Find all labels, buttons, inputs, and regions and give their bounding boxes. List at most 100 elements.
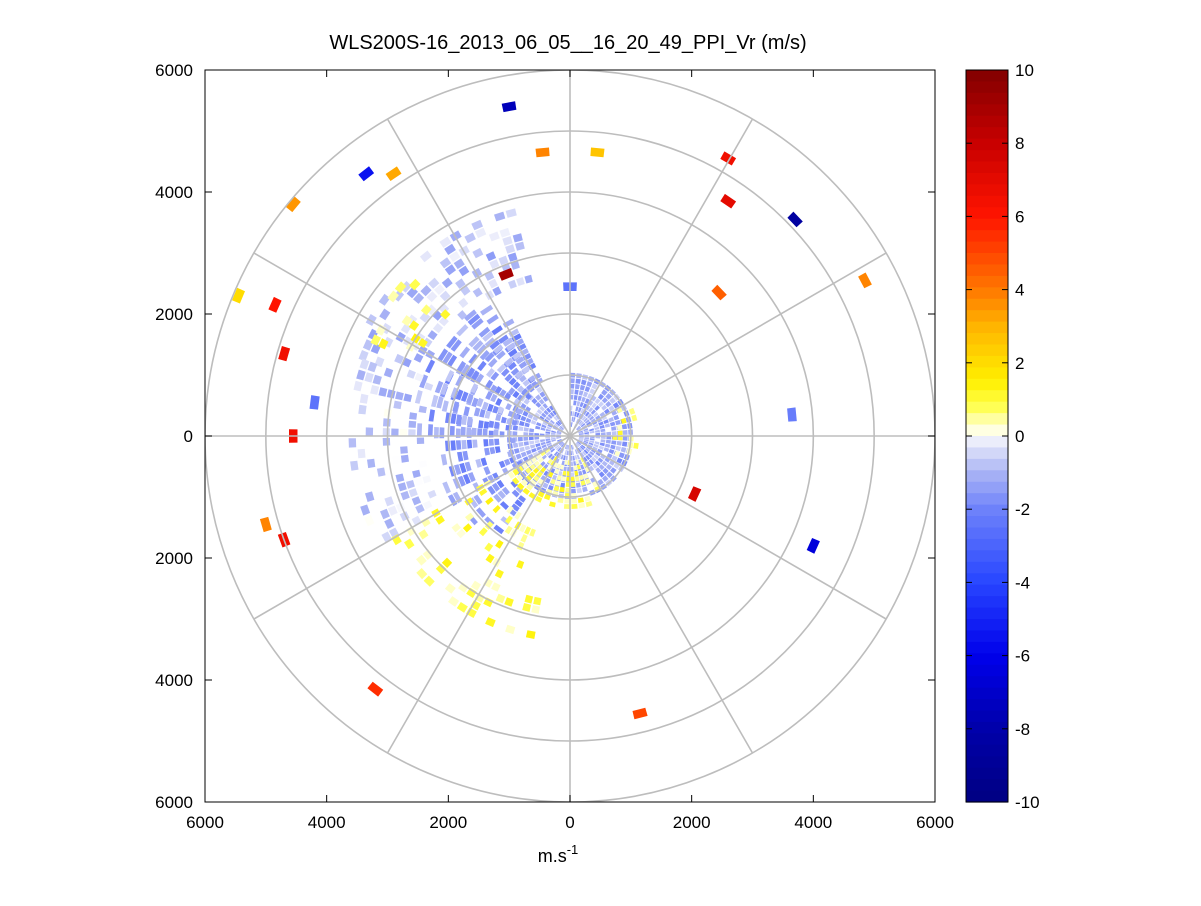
velocity-cell [406, 525, 417, 537]
velocity-cell [400, 490, 410, 501]
velocity-cell [528, 471, 536, 478]
velocity-cell [543, 418, 549, 424]
velocity-cell [608, 405, 615, 412]
velocity-cell [462, 450, 469, 461]
velocity-cell [604, 423, 611, 428]
velocity-segment [787, 407, 797, 422]
colorbar-tick-label: 4 [1015, 281, 1024, 300]
colorbar-cell [966, 607, 1008, 620]
velocity-cell [605, 464, 613, 471]
velocity-cell [588, 442, 594, 446]
velocity-cell [414, 372, 424, 382]
velocity-cell [491, 482, 500, 492]
velocity-cell [524, 475, 532, 483]
velocity-cell [510, 438, 516, 444]
velocity-cell [545, 436, 550, 439]
velocity-cell [560, 464, 564, 470]
colorbar-cell [966, 195, 1008, 208]
velocity-cell [533, 596, 542, 606]
velocity-cell [383, 367, 394, 378]
velocity-cell [507, 471, 515, 479]
velocity-cell [577, 407, 582, 413]
velocity-cell [516, 482, 525, 491]
velocity-cell [417, 338, 428, 348]
velocity-cell [564, 460, 568, 465]
velocity-cell [604, 408, 610, 415]
colorbar-cell [966, 161, 1008, 174]
velocity-cell [585, 478, 591, 485]
velocity-cell [596, 418, 603, 423]
velocity-cell [595, 460, 601, 467]
velocity-cell [470, 600, 481, 611]
velocity-cell [531, 397, 538, 405]
velocity-cell [628, 407, 636, 415]
velocity-cell [540, 466, 546, 473]
colorbar-cell [966, 641, 1008, 654]
velocity-cell [601, 415, 608, 421]
colorbar-cell [966, 401, 1008, 414]
velocity-cell [611, 455, 618, 462]
velocity-cell [526, 460, 533, 466]
velocity-cell [598, 471, 605, 478]
velocity-cell [370, 334, 381, 346]
axis-ticks: 6000 4000 2000 0 2000 4000 6000600040002000020… [155, 61, 954, 832]
velocity-cell [582, 442, 588, 446]
velocity-cell [582, 409, 588, 415]
velocity-cell [518, 374, 527, 383]
velocity-cell [454, 464, 462, 476]
velocity-cell [419, 311, 431, 323]
velocity-cell [414, 390, 423, 404]
velocity-cell [522, 603, 532, 612]
colorbar-cell [966, 687, 1008, 700]
velocity-cell [550, 419, 555, 425]
velocity-cell [580, 408, 585, 414]
velocity-cell [409, 278, 421, 291]
velocity-cell [528, 375, 536, 383]
velocity-cell [382, 428, 391, 436]
velocity-cell [613, 414, 620, 421]
velocity-cell [526, 383, 534, 391]
velocity-cell [492, 405, 499, 414]
colorbar-cell [966, 744, 1008, 757]
velocity-cell [484, 410, 491, 419]
velocity-cell [591, 402, 597, 409]
velocity-cell [480, 457, 488, 467]
velocity-cell [488, 231, 500, 242]
velocity-cell [418, 529, 429, 540]
velocity-cell [565, 455, 568, 461]
colorbar-cell [966, 424, 1008, 437]
velocity-cell [533, 475, 540, 482]
velocity-cell [580, 480, 586, 486]
velocity-cell [523, 432, 529, 436]
velocity-cell [445, 370, 455, 383]
velocity-cell [440, 309, 451, 320]
velocity-cell [536, 422, 542, 427]
velocity-cell [532, 451, 539, 457]
velocity-cell [622, 436, 628, 441]
velocity-cell [558, 453, 562, 459]
velocity-cell [483, 466, 491, 476]
velocity-cell [589, 428, 595, 432]
velocity-cell [525, 467, 532, 474]
velocity-cell [414, 477, 423, 487]
velocity-cell [583, 440, 589, 444]
velocity-cell [495, 350, 506, 360]
velocity-cell [583, 449, 589, 455]
x-axis-label-main: m.s [538, 846, 567, 866]
colorbar-ticks: 10 8 6 4 2 0 -2 -4 -6 -8 -10 [966, 61, 1040, 812]
polar-ring [265, 130, 875, 742]
velocity-cell [589, 430, 595, 434]
velocity-cell [616, 457, 623, 464]
velocity-cell [524, 274, 533, 284]
velocity-cell [434, 380, 444, 394]
velocity-cell [617, 430, 623, 435]
velocity-cell [552, 426, 558, 430]
velocity-cell [432, 323, 444, 334]
velocity-cell [553, 462, 558, 468]
velocity-cell [546, 442, 552, 447]
velocity-cell [545, 440, 551, 444]
velocity-cell [601, 460, 608, 467]
velocity-cell [588, 407, 594, 413]
velocity-cell [451, 523, 461, 533]
